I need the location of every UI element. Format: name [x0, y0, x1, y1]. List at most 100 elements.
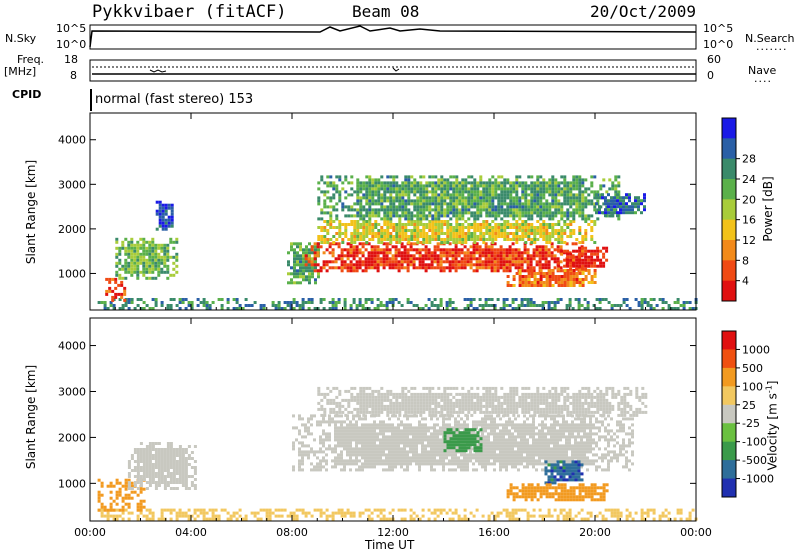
- power-cell: [448, 269, 452, 273]
- velocity-cell: [397, 453, 400, 457]
- power-cell: [449, 232, 453, 235]
- power-cell: [500, 229, 504, 232]
- power-cell: [323, 226, 327, 229]
- power-cell: [491, 214, 495, 218]
- power-cell: [133, 243, 137, 247]
- power-cell: [542, 235, 546, 238]
- power-cell: [596, 208, 600, 212]
- power-cell: [496, 269, 500, 273]
- velocity-cell: [493, 450, 496, 454]
- power-cell: [367, 254, 371, 258]
- power-cell: [518, 184, 522, 188]
- power-cell: [512, 214, 516, 218]
- power-cell: [566, 193, 570, 197]
- power-cell: [532, 304, 536, 307]
- velocity-cell: [319, 420, 322, 424]
- power-cell: [514, 257, 518, 261]
- velocity-cell: [379, 423, 382, 427]
- velocity-cell: [223, 508, 227, 512]
- power-cell: [380, 202, 384, 206]
- power-cell: [622, 301, 626, 304]
- power-cell: [572, 214, 576, 218]
- power-cell: [406, 260, 410, 264]
- velocity-cell: [487, 450, 490, 454]
- power-cell: [524, 190, 528, 194]
- velocity-cell: [166, 457, 170, 460]
- velocity-cell: [688, 517, 692, 521]
- power-cell: [202, 298, 206, 301]
- power-cell: [320, 217, 324, 221]
- power-cell: [310, 298, 314, 301]
- power-cell: [566, 284, 570, 287]
- power-cell: [439, 254, 443, 258]
- power-cell: [368, 175, 372, 179]
- velocity-cell: [190, 484, 194, 487]
- velocity-cell: [361, 447, 364, 451]
- power-cell: [431, 229, 435, 232]
- velocity-cell: [232, 514, 236, 518]
- power-cell: [533, 235, 537, 238]
- power-cell: [590, 275, 594, 278]
- power-cell: [466, 257, 470, 261]
- power-cell: [514, 251, 518, 255]
- power-cell: [451, 260, 455, 264]
- velocity-cell: [469, 453, 472, 457]
- power-cell: [449, 193, 453, 197]
- velocity-cell: [169, 478, 173, 481]
- velocity-cell: [475, 508, 479, 512]
- power-cell: [391, 260, 395, 264]
- velocity-cell: [466, 417, 469, 421]
- velocity-cell: [124, 502, 128, 506]
- power-cell: [386, 196, 390, 200]
- velocity-cell: [145, 460, 149, 463]
- power-cell: [607, 208, 610, 212]
- velocity-cell: [292, 517, 296, 521]
- power-cell: [341, 187, 345, 191]
- power-cell: [431, 190, 435, 194]
- power-cell: [590, 175, 594, 179]
- power-cell: [395, 205, 399, 209]
- power-cell: [308, 251, 311, 255]
- power-cell: [370, 248, 374, 252]
- power-cell: [127, 240, 131, 244]
- power-cell: [610, 199, 613, 203]
- velocity-cell: [115, 490, 119, 494]
- power-cell: [542, 211, 546, 215]
- velocity-cell: [490, 420, 493, 424]
- power-cell: [425, 235, 429, 238]
- velocity-cell: [460, 459, 463, 463]
- power-cell: [114, 295, 118, 299]
- power-cell: [485, 223, 489, 226]
- velocity-cell: [499, 447, 502, 451]
- velocity-cell: [136, 478, 140, 481]
- power-cell: [500, 226, 504, 229]
- power-cell: [136, 304, 140, 307]
- velocity-cell: [406, 417, 409, 421]
- power-cell: [581, 205, 585, 209]
- power-cell: [427, 248, 431, 252]
- power-cell: [514, 254, 518, 258]
- power-cell: [497, 205, 501, 209]
- power-cell: [346, 263, 350, 267]
- power-cell: [340, 257, 344, 261]
- power-cell: [383, 220, 387, 223]
- power-cell: [109, 301, 113, 304]
- power-cell: [539, 211, 543, 215]
- velocity-cell: [619, 511, 623, 515]
- power-cell: [547, 263, 551, 267]
- velocity-cell: [178, 460, 182, 463]
- power-cell: [362, 229, 366, 232]
- power-cell: [377, 214, 381, 218]
- power-cell: [340, 254, 344, 258]
- power-cell: [554, 211, 558, 215]
- velocity-cell: [487, 514, 491, 518]
- power-cell: [368, 181, 372, 185]
- power-cell: [377, 187, 381, 191]
- power-cell: [584, 229, 588, 232]
- power-cell: [587, 223, 591, 226]
- power-cell: [524, 181, 528, 185]
- velocity-cell: [109, 508, 113, 512]
- power-cell: [356, 178, 360, 182]
- power-cell: [451, 254, 455, 258]
- velocity-cell: [409, 456, 412, 460]
